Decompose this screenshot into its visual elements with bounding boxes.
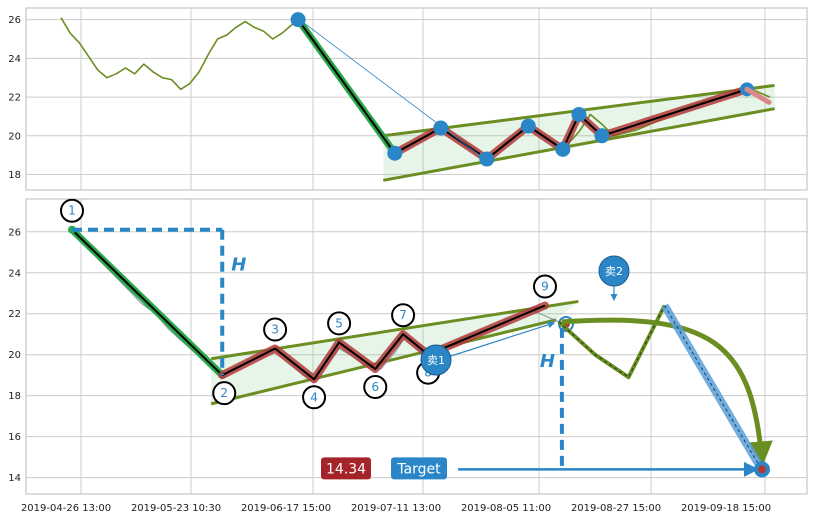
bottom-sell2-drop-core bbox=[664, 305, 759, 464]
bottom-point-label-circle bbox=[212, 381, 237, 406]
top-price-line-1 bbox=[60, 17, 299, 91]
top-lower-trendline bbox=[383, 107, 775, 182]
bottom-projection-arc bbox=[561, 317, 773, 467]
bottom-point-label-circle bbox=[363, 375, 388, 400]
top-y-tick-labels: 18 20 22 24 26 bbox=[8, 15, 21, 181]
bottom-point-label-circle bbox=[327, 311, 352, 336]
bottom-target-dot bbox=[758, 465, 766, 474]
bottom-point-label-2: 2 bbox=[220, 386, 228, 400]
target-value-text: 14.34 bbox=[326, 461, 366, 477]
bottom-y-tick-label: 14 bbox=[8, 473, 21, 484]
bottom-h-label-right: H bbox=[540, 351, 555, 372]
bottom-y-tick-label: 24 bbox=[8, 268, 21, 279]
top-y-tick-label: 22 bbox=[8, 93, 21, 104]
bottom-projection: H 14.34 Target 卖1 卖2 bbox=[321, 255, 773, 480]
bottom-point-label-circle bbox=[532, 274, 557, 299]
top-y-tick-label: 18 bbox=[8, 170, 21, 181]
bottom-h-label-left: H bbox=[231, 255, 246, 276]
bottom-x-tick-label: 2019-04-26 13:00 bbox=[21, 503, 111, 514]
bottom-point-label-circle bbox=[263, 317, 288, 342]
bottom-projected-w bbox=[557, 304, 667, 380]
bottom-x-tick-label: 2019-08-05 11:00 bbox=[461, 503, 551, 514]
bottom-y-tick-label: 26 bbox=[8, 227, 21, 238]
bottom-x-tick-label: 2019-07-11 13:00 bbox=[351, 503, 441, 514]
bottom-y-tick-label: 16 bbox=[8, 432, 21, 443]
bottom-x-tick-label: 2019-05-23 10:30 bbox=[131, 503, 221, 514]
target-label-box bbox=[391, 457, 447, 480]
bottom-drop-leg-core bbox=[71, 229, 223, 376]
bottom-y-tick-labels: 14 16 18 20 22 24 26 bbox=[8, 227, 21, 484]
bottom-pattern-path: H bbox=[68, 225, 549, 384]
bottom-y-tick-label: 22 bbox=[8, 309, 21, 320]
top-drop-leg-core bbox=[297, 19, 396, 154]
bottom-projected-w-core bbox=[558, 305, 666, 378]
top-end-stub bbox=[744, 86, 772, 105]
top-panel: 18 20 22 24 26 bbox=[8, 7, 808, 191]
bottom-y-tick-label: 18 bbox=[8, 391, 21, 402]
bottom-point-label-4: 4 bbox=[310, 390, 318, 404]
bottom-point-label-circle bbox=[60, 198, 84, 223]
top-y-tick-label: 24 bbox=[8, 54, 21, 65]
top-grid bbox=[26, 8, 807, 190]
bottom-x-tick-label: 2019-09-18 15:00 bbox=[681, 503, 771, 514]
top-pattern-points bbox=[290, 12, 772, 167]
top-pattern-point bbox=[433, 120, 449, 136]
top-panel-frame bbox=[25, 7, 808, 191]
bottom-point-label-7: 7 bbox=[399, 308, 407, 322]
bottom-pattern-labels: 123456789 bbox=[60, 198, 574, 410]
bottom-point-label-circle bbox=[391, 303, 416, 328]
bottom-x-tick-labels: 2019-04-26 13:00 2019-05-23 10:30 2019-06-… bbox=[21, 503, 771, 514]
top-pattern-point bbox=[520, 118, 536, 134]
bottom-panel-frame bbox=[25, 198, 808, 495]
bottom-point-label-circle bbox=[302, 385, 327, 410]
bottom-point-label-1: 1 bbox=[68, 204, 76, 218]
top-pattern-point bbox=[555, 141, 571, 157]
target-label-text: Target bbox=[396, 461, 441, 477]
top-diagonal-arrow bbox=[301, 21, 484, 158]
top-pattern-point bbox=[479, 151, 495, 167]
bottom-point-label-3: 3 bbox=[271, 323, 279, 337]
top-pattern-point bbox=[387, 145, 403, 161]
sell1-badge bbox=[420, 344, 452, 376]
top-y-tick-label: 20 bbox=[8, 131, 21, 142]
top-pattern-point bbox=[594, 128, 610, 144]
bottom-point-label-6: 6 bbox=[371, 380, 379, 394]
bottom-y-tick-label: 20 bbox=[8, 350, 21, 361]
sell2-label: 卖2 bbox=[605, 265, 623, 278]
sell1-pointer bbox=[450, 321, 556, 357]
top-pattern-point bbox=[571, 106, 587, 122]
bottom-point-label-9: 9 bbox=[541, 280, 549, 294]
top-pattern-point bbox=[290, 12, 306, 28]
bottom-x-tick-label: 2019-08-27 15:00 bbox=[571, 503, 661, 514]
bottom-x-tick-label: 2019-06-17 15:00 bbox=[241, 503, 331, 514]
bottom-point-label-5: 5 bbox=[335, 316, 343, 330]
target-value-box bbox=[321, 457, 371, 480]
sell1-label: 卖1 bbox=[427, 354, 445, 367]
top-y-tick-label: 26 bbox=[8, 15, 21, 26]
